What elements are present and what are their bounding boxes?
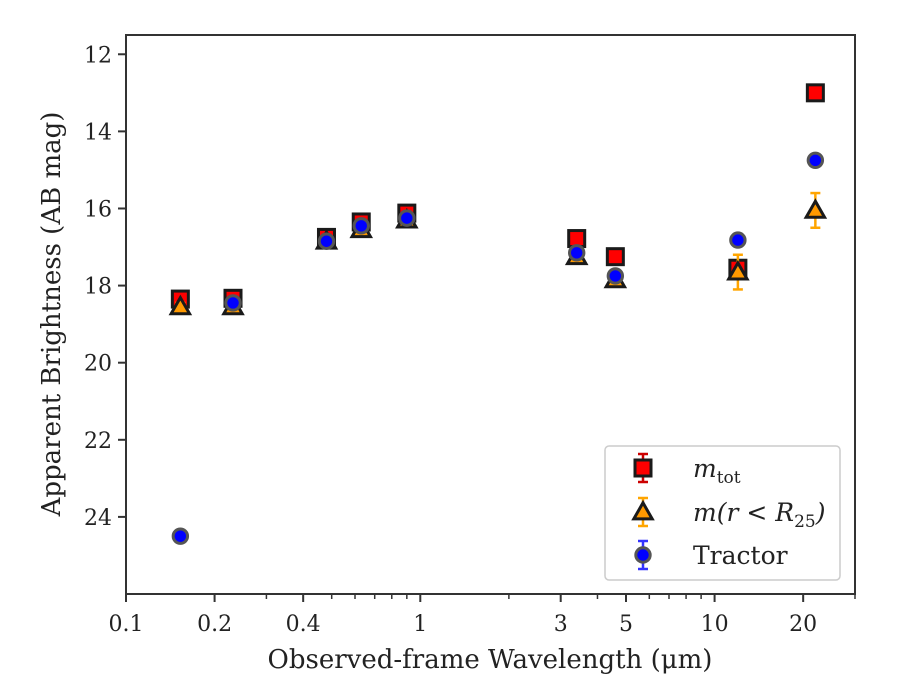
circle-marker <box>806 151 825 169</box>
circle-marker <box>568 244 586 262</box>
y-tick-label: 20 <box>84 352 112 377</box>
x-tick-label: 10 <box>701 612 729 637</box>
triangle-marker <box>803 198 828 219</box>
x-axis-label: Observed-frame Wavelength (μm) <box>268 645 713 675</box>
x-tick-label: 0.4 <box>286 612 321 637</box>
x-tick-label: 20 <box>789 612 817 637</box>
series-2 <box>171 151 825 545</box>
circle-marker <box>729 231 747 249</box>
y-axis-label: Apparent Brightness (AB mag) <box>37 112 67 518</box>
triangle-marker <box>168 294 193 316</box>
square-marker <box>805 83 825 103</box>
legend-label: Tractor <box>693 541 788 570</box>
circle-marker <box>171 527 190 545</box>
x-tick-label: 3 <box>554 612 568 637</box>
y-axis-ticks: 12 14 16 18 20 22 24 <box>84 43 126 531</box>
legend-box <box>604 445 841 581</box>
square-marker <box>605 247 625 267</box>
triangle-marker <box>726 259 750 281</box>
circle-marker <box>317 232 336 250</box>
y-tick-label: 18 <box>84 275 112 300</box>
legend: mtot m(r < R25) Tractor <box>604 445 841 581</box>
data-markers <box>168 83 828 545</box>
legend-entry-0: mtot <box>633 452 741 488</box>
legend-entry-2: Tractor <box>634 539 788 571</box>
legend-label: mtot <box>693 454 741 488</box>
legend-entry-1: m(r < R25) <box>631 496 825 532</box>
circle-marker <box>606 267 625 285</box>
series-0 <box>170 83 825 309</box>
x-tick-label: 0.2 <box>197 612 232 637</box>
y-tick-label: 24 <box>84 506 112 531</box>
x-tick-label: 1 <box>413 612 427 637</box>
y-tick-label: 16 <box>84 197 112 222</box>
plot-frame <box>125 34 856 595</box>
y-tick-label: 14 <box>84 120 112 145</box>
x-tick-label: 5 <box>619 612 633 637</box>
legend-label: m(r < R25) <box>693 498 825 532</box>
circle-marker <box>224 294 242 312</box>
series-1 <box>168 191 828 316</box>
y-tick-label: 12 <box>84 43 112 68</box>
y-tick-label: 22 <box>84 429 112 454</box>
x-axis-ticks: 0.1 0.2 0.4 1 3 5 10 20 <box>109 594 856 637</box>
circle-marker <box>634 546 652 564</box>
triangle-marker <box>631 499 655 521</box>
x-tick-label: 0.1 <box>109 612 144 637</box>
circle-marker <box>352 217 370 235</box>
circle-marker <box>398 209 416 227</box>
square-marker <box>633 458 653 478</box>
